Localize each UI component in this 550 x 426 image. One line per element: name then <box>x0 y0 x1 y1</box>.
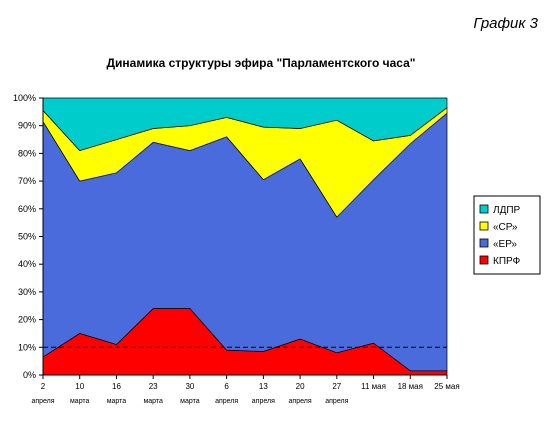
x-tick-label: 16 <box>112 382 121 391</box>
y-tick-label: 100% <box>13 93 36 103</box>
legend-swatch-ср <box>479 221 489 231</box>
legend-swatch-кпрф <box>479 255 489 265</box>
y-tick-label: 70% <box>18 176 36 186</box>
x-tick-label: 30 <box>185 382 194 391</box>
y-tick-label: 40% <box>18 259 36 269</box>
x-tick-sublabel: марта <box>70 398 90 405</box>
x-tick-sublabel: марта <box>143 398 163 405</box>
area-layers <box>42 97 448 376</box>
y-tick-label: 0% <box>23 370 36 380</box>
x-tick-label: 18 мая <box>398 382 423 391</box>
x-tick-label: 20 <box>296 382 305 391</box>
x-tick-label: 25 мая <box>434 382 459 391</box>
x-tick-sublabel: апреля <box>215 398 238 405</box>
legend-swatch-ер <box>479 238 489 248</box>
x-tick-label: 10 <box>75 382 84 391</box>
legend-label-лдпр: ЛДПР <box>493 205 521 216</box>
y-tick-label: 30% <box>18 287 36 297</box>
legend-label-ер: «ЕР» <box>493 239 517 250</box>
y-tick-label: 60% <box>18 204 36 214</box>
legend-label-кпрф: КПРФ <box>493 256 521 267</box>
x-tick-label: 11 мая <box>361 382 386 391</box>
axes: 0% 10% 20% 30% 40% 50% 60% 70% 80% 90% 100% 2 апреля… <box>13 93 460 405</box>
legend-label-ср: «СР» <box>493 222 518 233</box>
area-series-лдпр <box>42 97 448 151</box>
y-tick-label: 10% <box>18 342 36 352</box>
y-tick-label: 50% <box>18 232 36 242</box>
corner-label: График 3 <box>473 15 538 32</box>
x-tick-sublabel: апреля <box>31 398 54 405</box>
legend-swatch-лдпр <box>479 204 489 214</box>
x-tick-sublabel: марта <box>180 398 200 405</box>
y-tick-label: 20% <box>18 315 36 325</box>
x-tick-label: 6 <box>224 382 229 391</box>
x-tick-sublabel: апреля <box>252 398 275 405</box>
x-tick-label: 13 <box>259 382 268 391</box>
x-tick-label: 27 <box>332 382 341 391</box>
y-tick-label: 90% <box>18 121 36 131</box>
legend: ЛДПР «СР» «ЕР» КПРФ <box>473 195 541 275</box>
x-tick-sublabel: марта <box>107 398 127 405</box>
chart-title: Динамика структуры эфира "Парламентского… <box>107 56 416 70</box>
x-tick-sublabel: апреля <box>325 398 348 405</box>
y-tick-label: 80% <box>18 148 36 158</box>
x-tick-label: 2 <box>41 382 46 391</box>
x-tick-sublabel: апреля <box>289 398 312 405</box>
x-tick-label: 23 <box>149 382 158 391</box>
